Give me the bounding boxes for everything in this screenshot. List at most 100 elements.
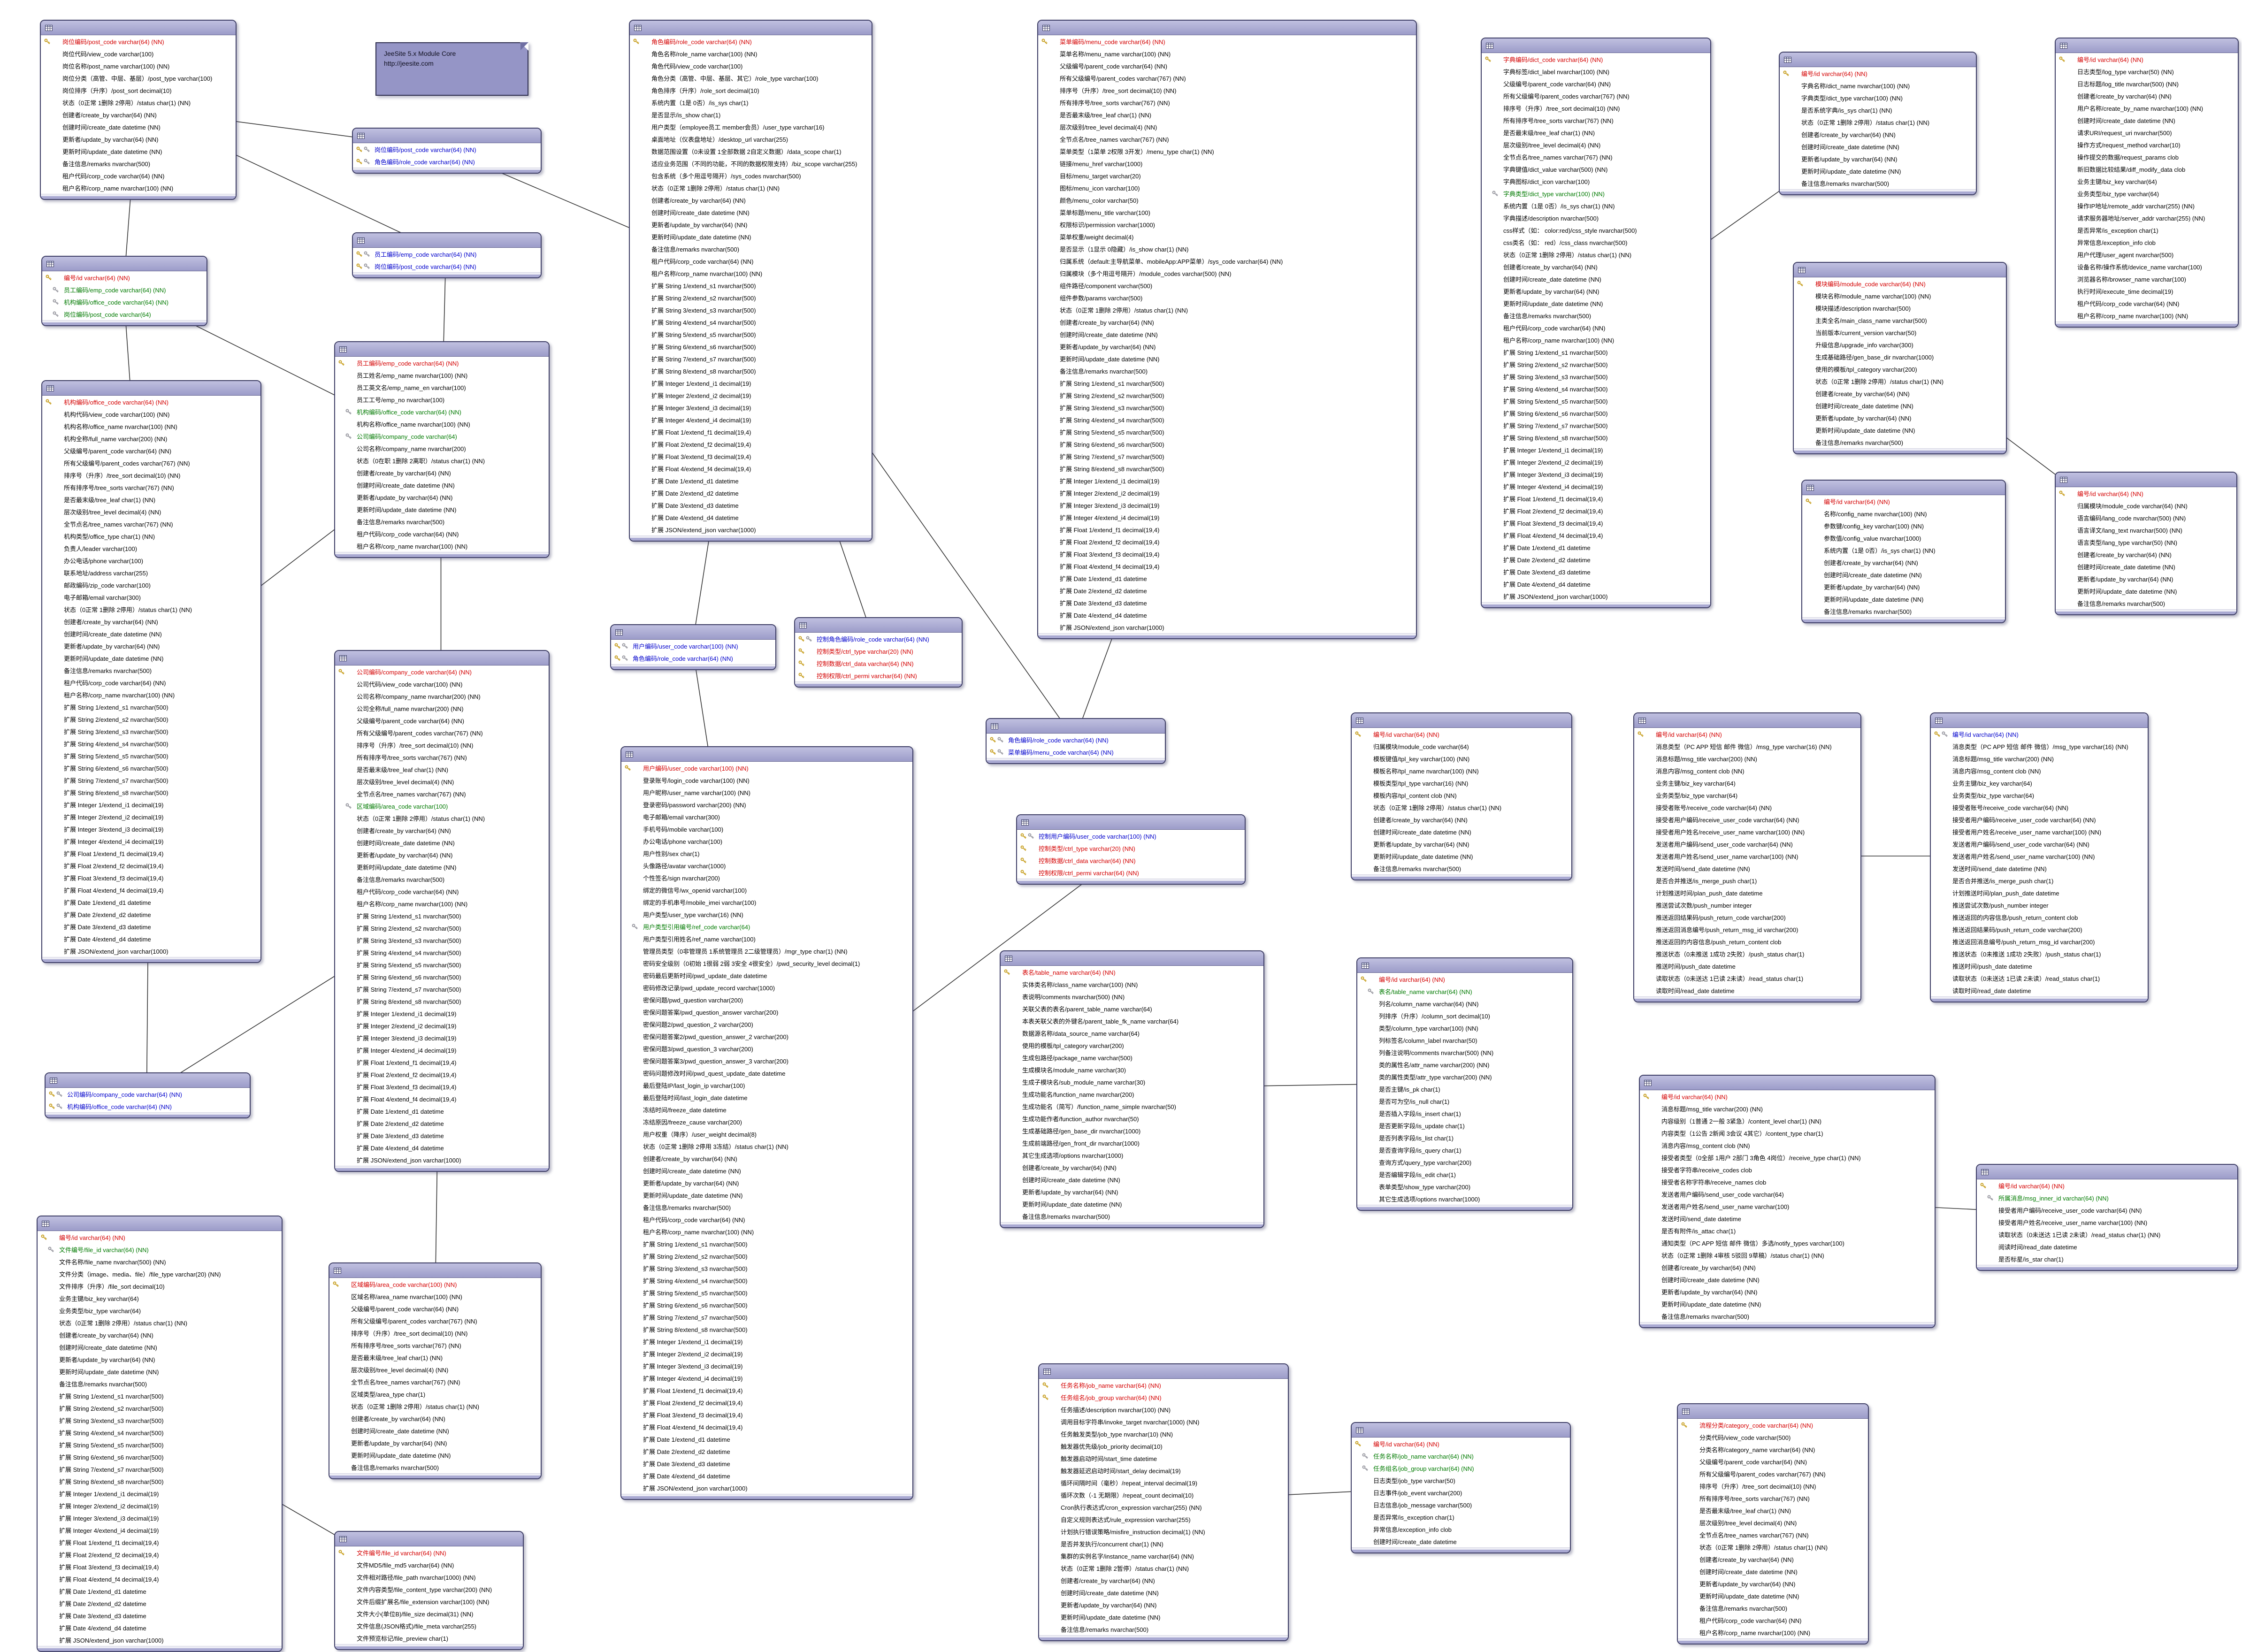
- column-definition: 更新者/update_by varchar(64) (NN): [1661, 1288, 1758, 1296]
- column-row: 当前版本/current_version varchar(50): [1794, 326, 2006, 338]
- column-definition: 公司编码/company_code varchar(64) (NN): [67, 1091, 182, 1098]
- column-row: 创建时间/create_date datetime (NN): [1794, 399, 2006, 412]
- table-js_sys_job_log[interactable]: 编号/id varchar(64) (NN) 任务名称/job_name varc…: [1351, 1422, 1571, 1553]
- table-js_sys_module[interactable]: 模块编码/module_code varchar(64) (NN) 模块名称/mo…: [1793, 262, 2007, 454]
- table-js_sys_employee[interactable]: 员工编码/emp_code varchar(64) (NN) 员工姓名/emp_n…: [334, 341, 550, 558]
- table-header: [1780, 53, 1976, 67]
- column-definition: 推送返回结果码/push_return_code varchar(200): [1656, 914, 1786, 921]
- column-row: 扩展 String 3/extend_s3 nvarchar(500): [42, 725, 260, 737]
- table-icon: [991, 723, 998, 729]
- table-js_sys_dict_type[interactable]: 编号/id varchar(64) (NN) 字典名称/dict_name nva…: [1779, 52, 1977, 195]
- column-definition: 排序号（升序）/tree_sort decimal(10) (NN): [1503, 105, 1620, 112]
- column-definition: Cron执行表达式/cron_expression varchar(255) (…: [1061, 1504, 1202, 1511]
- table-js_sys_msg_inner_record[interactable]: 编号/id varchar(64) (NN) 所属消息/msg_inner_id …: [1976, 1164, 2238, 1271]
- column-row: 负责人/leader varchar(100): [42, 542, 260, 554]
- primary-key-icon: [1485, 56, 1491, 62]
- column-definition: 流程分类/category_code varchar(64) (NN): [1699, 1422, 1813, 1429]
- table-js_sys_lang[interactable]: 编号/id varchar(64) (NN) 归属模块/module_code v…: [2055, 472, 2237, 615]
- column-definition: 操作IP地址/remote_addr varchar(255) (NN): [2077, 202, 2195, 210]
- column-row: 扩展 Float 1/extend_f1 decimal(19,4): [1038, 523, 1416, 535]
- column-definition: 模块名称/module_name varchar(100) (NN): [1815, 292, 1931, 300]
- table-js_sys_role[interactable]: 角色编码/role_code varchar(64) (NN) 角色名称/role…: [629, 20, 872, 542]
- column-row: 推送返回消息编号/push_return_msg_id varchar(200): [1931, 935, 2148, 948]
- column-definition: 是否列表字段/is_list char(1): [1379, 1134, 1454, 1142]
- table-columns: 员工编码/emp_code varchar(64) (NN) 岗位编码/post_…: [353, 248, 541, 272]
- table-js_sys_post_role[interactable]: 岗位编码/post_code varchar(64) (NN) 角色编码/role…: [352, 128, 542, 174]
- column-row: 扩展 String 3/extend_s3 nvarchar(500): [1038, 401, 1416, 413]
- column-definition: 更新者/update_by varchar(64) (NN): [351, 1439, 447, 1447]
- column-row: 创建时间/create_date datetime (NN): [335, 836, 549, 849]
- column-definition: 冻结原因/freeze_cause varchar(200): [643, 1118, 742, 1126]
- table-js_sys_area[interactable]: 区域编码/area_code varchar(100) (NN) 区域名称/are…: [329, 1262, 542, 1479]
- column-definition: 扩展 Date 3/extend_d3 datetime: [643, 1460, 730, 1468]
- column-definition: 类的属性名/attr_name varchar(200) (NN): [1379, 1061, 1490, 1069]
- table-js_sys_office[interactable]: 机构编码/office_code varchar(64) (NN) 机构代码/vi…: [41, 380, 261, 963]
- column-row: 列名/column_name varchar(64) (NN): [1357, 997, 1572, 1010]
- column-definition: 密保问题答案2/pwd_question_answer_2 varchar(20…: [643, 1033, 788, 1040]
- column-definition: 扩展 Float 4/extend_f4 decimal(19,4): [651, 465, 751, 473]
- column-row: 创建者/create_by varchar(64) (NN): [1352, 813, 1571, 826]
- column-row: 控制数据/ctrl_data varchar(64) (NN): [1017, 854, 1245, 866]
- table-js_sys_post[interactable]: 岗位编码/post_code varchar(64) (NN) 岗位代码/view…: [40, 20, 237, 200]
- table-js_sys_msg_inner[interactable]: 编号/id varchar(64) (NN) 消息标题/msg_title var…: [1639, 1075, 1936, 1328]
- column-row: 公司编码/company_code varchar(64) (NN): [46, 1088, 250, 1100]
- table-footer-bar: [611, 664, 775, 669]
- table-js_sys_job[interactable]: 任务名称/job_name varchar(64) (NN) 任务组名/job_g…: [1038, 1363, 1289, 1641]
- column-row: 绑定的微信号/wx_openid varchar(100): [621, 884, 912, 896]
- foreign-key-icon: [53, 287, 59, 292]
- table-js_sys_menu[interactable]: 菜单编码/menu_code varchar(64) (NN) 菜单名称/menu…: [1037, 20, 1417, 639]
- column-row: 备注信息/remarks nvarchar(500): [335, 515, 549, 528]
- table-js_sys_user_role[interactable]: 用户编码/user_code varchar(100) (NN) 角色编码/rol…: [610, 624, 776, 670]
- table-icon: [1486, 42, 1493, 49]
- key-icons: [1357, 976, 1379, 982]
- column-row: 循环间隔时间（毫秒）/repeat_interval decimal(19): [1039, 1476, 1288, 1489]
- column-definition: 密保问题/pwd_question varchar(200): [643, 996, 743, 1004]
- column-definition: 状态（0正常 1删除 2停用）/status char(1) (NN): [357, 815, 485, 822]
- column-definition: 控制类型/ctrl_type varchar(20) (NN): [1039, 845, 1135, 852]
- column-row: 更新时间/update_date datetime (NN): [1039, 1611, 1288, 1623]
- column-row: 操作方式/request_method varchar(10): [2056, 138, 2238, 151]
- table-js_sys_file_entity[interactable]: 文件编号/file_id varchar(64) (NN) 文件MD5/file_…: [334, 1531, 524, 1650]
- table-js_sys_employee_office[interactable]: 编号/id varchar(64) (NN) 员工编码/emp_code varc…: [41, 256, 207, 326]
- table-js_sys_config[interactable]: 编号/id varchar(64) (NN) 名称/config_name nva…: [1801, 480, 2006, 623]
- column-definition: 岗位编码/post_code varchar(64) (NN): [375, 263, 476, 270]
- column-row: 员工编码/emp_code varchar(64) (NN): [42, 283, 207, 296]
- table-js_gen_table_column[interactable]: 编号/id varchar(64) (NN) 表名/table_name varc…: [1356, 957, 1573, 1211]
- column-definition: 扩展 String 8/extend_s8 nvarchar(500): [357, 998, 461, 1005]
- table-js_sys_employee_post[interactable]: 员工编码/emp_code varchar(64) (NN) 岗位编码/post_…: [352, 232, 542, 278]
- table-js_sys_msg_pushed[interactable]: 编号/id varchar(64) (NN) 消息类型（PC APP 短信 邮件 …: [1930, 712, 2149, 1002]
- table-js_sys_company_office[interactable]: 公司编码/company_code varchar(64) (NN) 机构编码/o…: [45, 1072, 251, 1118]
- column-row: 扩展 Date 2/extend_d2 datetime: [42, 908, 260, 920]
- table-js_sys_user_data_scope[interactable]: 控制用户编码/user_code varchar(100) (NN) 控制类型/c…: [1016, 814, 1246, 885]
- key-icons: [353, 263, 375, 269]
- table-js_sys_msg_template[interactable]: 编号/id varchar(64) (NN) 归属模块/module_code v…: [1351, 712, 1572, 880]
- column-row: 扩展 JSON/extend_json varchar(1000): [621, 1482, 912, 1494]
- column-row: 更新时间/update_date datetime (NN): [41, 145, 236, 157]
- column-row: 更新时间/update_date datetime (NN): [1640, 1298, 1935, 1310]
- column-row: 更新时间/update_date datetime (NN): [329, 1449, 541, 1461]
- column-row: 所有父级编号/parent_codes varchar(767) (NN): [329, 1315, 541, 1327]
- column-row: 文件排序（升序）/file_sort decimal(10): [38, 1280, 282, 1292]
- table-js_sys_msg_push[interactable]: 编号/id varchar(64) (NN) 消息类型（PC APP 短信 邮件 …: [1633, 712, 1861, 1002]
- table-js_sys_role_menu[interactable]: 角色编码/role_code varchar(64) (NN) 菜单编码/menu…: [986, 718, 1166, 764]
- column-definition: 用户类型（employee员工 member会员）/user_type varc…: [651, 123, 825, 131]
- column-row: 扩展 Float 1/extend_f1 decimal(19,4): [38, 1536, 282, 1548]
- table-js_sys_log[interactable]: 编号/id varchar(64) (NN) 日志类型/log_type varc…: [2055, 38, 2239, 328]
- table-js_sys_role_data_scope[interactable]: 控制角色编码/role_code varchar(64) (NN) 控制类型/ct…: [794, 617, 963, 688]
- column-definition: 菜单类型（1菜单 2权限 3开发）/menu_type char(1) (NN): [1060, 148, 1214, 155]
- column-definition: 扩展 Integer 2/extend_i2 decimal(19): [1503, 459, 1603, 466]
- key-icons: [42, 299, 64, 305]
- column-definition: 日志信息/job_message varchar(500): [1373, 1501, 1472, 1509]
- column-row: 公司编码/company_code varchar(64): [335, 430, 549, 442]
- table-js_sys_company[interactable]: 公司编码/company_code varchar(64) (NN) 公司代码/v…: [334, 650, 550, 1172]
- table-js_sys_dict_data[interactable]: 字典编码/dict_code varchar(64) (NN) 字典标签/dict…: [1481, 38, 1711, 608]
- primary-key-icon: [633, 38, 639, 44]
- column-definition: 状态（0正常 1删除 2停用 3冻结）/status char(1) (NN): [643, 1143, 788, 1150]
- column-row: 接受者字符串/receive_codes clob: [1640, 1163, 1935, 1176]
- table-js_sys_user[interactable]: 用户编码/user_code varchar(100) (NN) 登录账号/log…: [620, 746, 913, 1500]
- table-js_sys_file_upload[interactable]: 编号/id varchar(64) (NN) 文件编号/file_id varch…: [37, 1216, 283, 1652]
- table-js_gen_table[interactable]: 表名/table_name varchar(64) (NN) 实体类名称/clas…: [1000, 950, 1264, 1228]
- table-columns: 编号/id varchar(64) (NN) 文件编号/file_id varch…: [38, 1231, 282, 1646]
- table-js_biz_category[interactable]: 流程分类/category_code varchar(64) (NN) 分类代码/…: [1677, 1403, 1869, 1644]
- column-definition: 机构编码/office_code varchar(64) (NN): [357, 408, 461, 416]
